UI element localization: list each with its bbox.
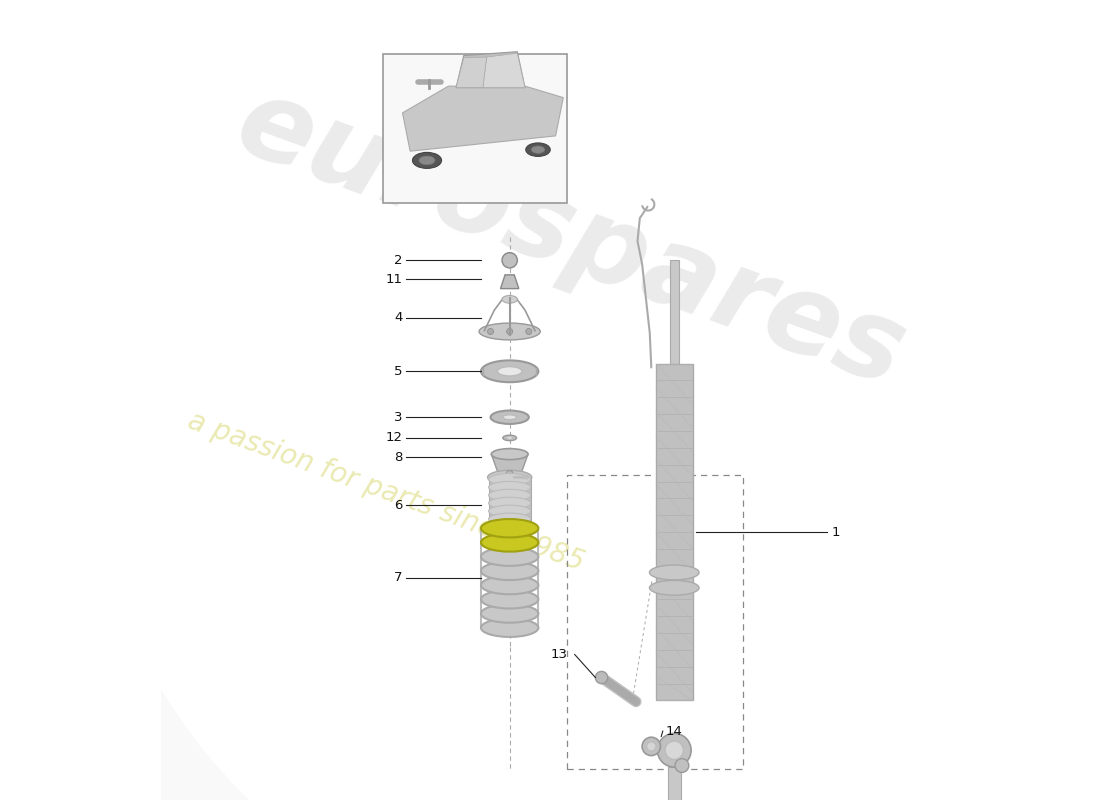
Ellipse shape (531, 146, 544, 154)
Ellipse shape (487, 470, 531, 484)
Ellipse shape (488, 474, 530, 486)
Ellipse shape (481, 562, 538, 580)
Bar (384, 54, 568, 203)
Ellipse shape (503, 415, 517, 420)
Text: 5: 5 (394, 365, 403, 378)
Circle shape (642, 738, 660, 755)
Text: eurospares: eurospares (222, 69, 920, 410)
Text: 14: 14 (666, 725, 682, 738)
Polygon shape (403, 86, 563, 151)
Circle shape (507, 329, 513, 334)
Text: 12: 12 (385, 431, 403, 444)
Text: 7: 7 (394, 571, 403, 585)
Text: 4: 4 (394, 311, 403, 324)
Ellipse shape (481, 576, 538, 594)
Ellipse shape (478, 323, 540, 340)
Ellipse shape (503, 435, 517, 441)
Text: 13: 13 (550, 648, 568, 661)
Ellipse shape (507, 437, 513, 439)
Text: a passion for parts since 1985: a passion for parts since 1985 (185, 406, 588, 576)
Circle shape (506, 470, 514, 478)
Text: 2: 2 (394, 254, 403, 266)
Ellipse shape (481, 534, 538, 552)
Bar (488, 478, 530, 539)
Text: 6: 6 (394, 498, 403, 512)
Bar (656, 364, 693, 701)
Circle shape (666, 741, 683, 759)
Ellipse shape (526, 143, 550, 157)
Ellipse shape (491, 410, 529, 424)
Text: 11: 11 (385, 273, 403, 286)
Ellipse shape (488, 521, 530, 533)
Ellipse shape (649, 580, 700, 595)
Circle shape (502, 253, 517, 268)
Polygon shape (492, 454, 528, 474)
Circle shape (675, 758, 689, 773)
Circle shape (487, 329, 494, 334)
Ellipse shape (412, 152, 441, 168)
Ellipse shape (488, 513, 530, 525)
Ellipse shape (488, 505, 530, 517)
Ellipse shape (492, 449, 528, 460)
Ellipse shape (481, 604, 538, 622)
Ellipse shape (502, 295, 517, 303)
Ellipse shape (481, 618, 538, 637)
Text: 1: 1 (832, 526, 839, 538)
Bar (568, 474, 744, 770)
Text: 3: 3 (394, 410, 403, 424)
Bar (668, 767, 681, 800)
Circle shape (647, 742, 656, 751)
Ellipse shape (488, 534, 530, 546)
Ellipse shape (497, 366, 521, 376)
Polygon shape (456, 52, 525, 88)
Polygon shape (456, 57, 486, 88)
Ellipse shape (481, 547, 538, 566)
Circle shape (526, 329, 532, 334)
Polygon shape (483, 54, 525, 88)
Ellipse shape (488, 490, 530, 501)
Text: 8: 8 (394, 450, 403, 463)
Circle shape (595, 671, 607, 684)
Ellipse shape (649, 565, 700, 580)
Circle shape (658, 734, 691, 767)
Ellipse shape (481, 360, 538, 382)
Ellipse shape (488, 498, 530, 509)
Ellipse shape (419, 156, 435, 165)
Bar (670, 260, 679, 364)
Ellipse shape (481, 590, 538, 609)
Ellipse shape (498, 471, 520, 478)
Ellipse shape (488, 482, 530, 494)
Polygon shape (500, 275, 519, 289)
Ellipse shape (481, 519, 538, 538)
